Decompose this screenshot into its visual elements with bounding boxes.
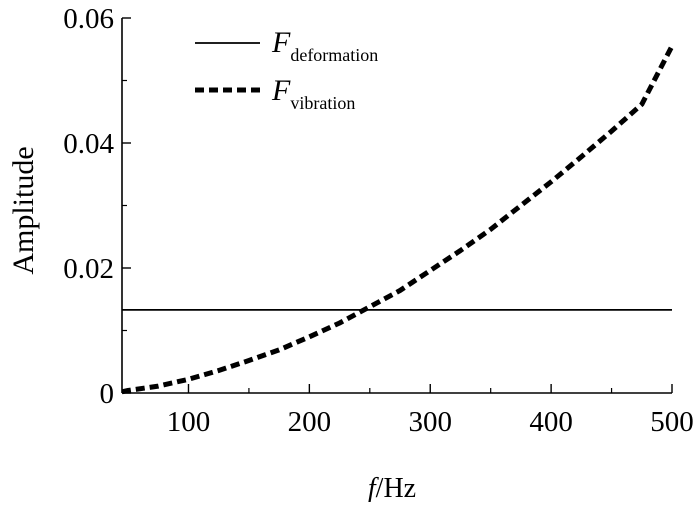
x-tick-label: 400	[529, 406, 573, 438]
legend-label-deformation: Fdeformation	[271, 26, 378, 65]
x-tick-label: 300	[408, 406, 452, 438]
x-axis-label: f/Hz	[368, 473, 416, 502]
legend-label-subscript: vibration	[290, 93, 355, 113]
y-tick-label: 0.06	[63, 3, 114, 35]
series-line-vibration	[121, 44, 675, 395]
y-tick-label: 0.02	[63, 253, 114, 285]
x-axis-label-unit: /Hz	[376, 473, 416, 502]
series-layer	[121, 44, 675, 395]
legend-label-vibration: Fvibration	[271, 74, 355, 113]
legend-label-symbol: F	[271, 74, 291, 107]
x-axis-label-variable: f	[368, 473, 379, 502]
x-tick-label: 100	[167, 406, 211, 438]
y-tick-label: 0.04	[63, 128, 114, 160]
y-tick-label: 0	[100, 378, 115, 410]
y-axis-ticks: 0 0.02 0.04 0.06	[63, 3, 131, 410]
x-tick-label: 200	[288, 406, 332, 438]
legend-label-subscript: deformation	[290, 45, 378, 65]
x-tick-label: 500	[650, 406, 694, 438]
plot-area: 100 200 300 400 500 0 0.02 0.04 0.06	[63, 3, 694, 438]
x-axis-ticks: 100 200 300 400 500	[127, 384, 694, 438]
legend: Fdeformation Fvibration	[195, 26, 378, 113]
legend-label-symbol: F	[271, 26, 291, 59]
y-axis-label: Amplitude	[7, 146, 40, 274]
